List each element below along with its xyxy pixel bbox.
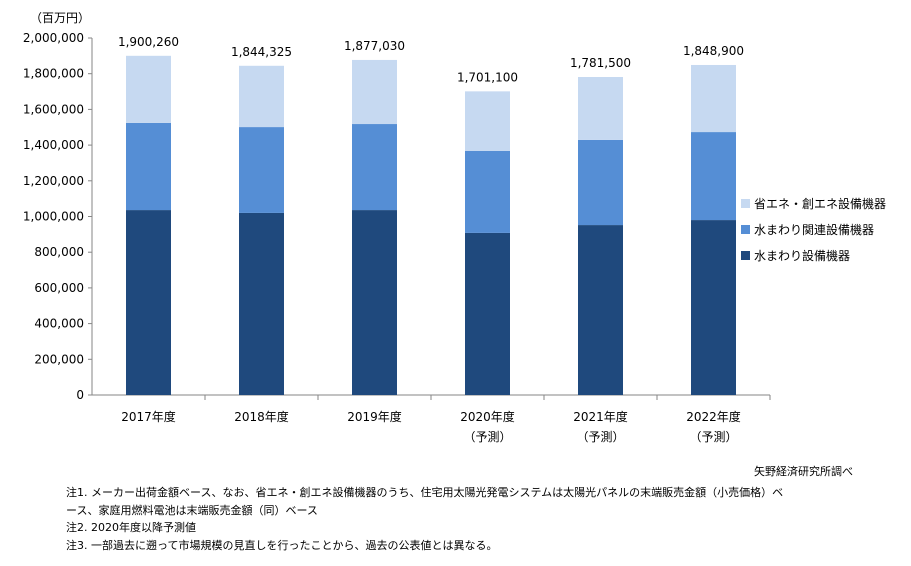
bar-segment (691, 132, 736, 221)
y-tick-label: 1,200,000 (23, 174, 84, 188)
note-2: 注2. 2020年度以降予測値 (66, 521, 196, 534)
legend-swatch (741, 225, 750, 234)
bar-segment (126, 55, 171, 123)
legend-label: 水まわり設備機器 (754, 248, 850, 263)
bar-segment (352, 124, 397, 211)
y-tick-label: 600,000 (34, 281, 84, 295)
legend-label: 省エネ・創エネ設備機器 (754, 196, 886, 211)
total-label: 1,900,260 (118, 35, 179, 49)
x-tick-label: 2017年度 (121, 409, 176, 424)
bar-segment (578, 225, 623, 395)
legend-label: 水まわり関連設備機器 (754, 222, 874, 237)
bar-segment (239, 127, 284, 213)
y-tick-label: 1,000,000 (23, 210, 84, 224)
bar-segment (465, 150, 510, 233)
bar-segment (239, 65, 284, 128)
x-tick-label: 2021年度 (573, 409, 628, 424)
notes: 注1. メーカー出荷金額ベース、なお、省エネ・創エネ設備機器のうち、住宅用太陽光… (66, 484, 786, 554)
legend-swatch (741, 251, 750, 260)
x-tick-label: 2020年度 (460, 409, 515, 424)
bar-segment (465, 91, 510, 151)
bar-segment (578, 139, 623, 226)
y-tick-label: 2,000,000 (23, 31, 84, 45)
x-tick-sublabel: （予測） (576, 430, 624, 444)
total-label: 1,781,500 (570, 56, 631, 70)
bar-segment (691, 220, 736, 395)
bar-segment (465, 232, 510, 395)
x-tick-label: 2022年度 (686, 409, 741, 424)
y-tick-label: 1,400,000 (23, 138, 84, 152)
bar-segment (578, 77, 623, 140)
x-tick-label: 2019年度 (347, 409, 402, 424)
y-tick-label: 400,000 (34, 317, 84, 331)
source-credit: 矢野経済研究所調べ (754, 465, 853, 478)
x-tick-sublabel: （予測） (689, 430, 737, 444)
total-label: 1,844,325 (231, 45, 292, 59)
bar-segment (691, 64, 736, 133)
bar-segment (239, 212, 284, 395)
stacked-bar-chart: （百万円） 0 200,000 400,000 600,000 800,000 1,000… (23, 11, 886, 444)
y-tick-label: 1,600,000 (23, 102, 84, 116)
bar-segment (126, 122, 171, 211)
x-tick-sublabel: （予測） (463, 430, 511, 444)
y-unit-label: （百万円） (30, 11, 90, 25)
y-tick-label: 200,000 (34, 352, 84, 366)
legend-swatch (741, 199, 750, 208)
note-3: 注3. 一部過去に遡って市場規模の見直しを行ったことから、過去の公表値とは異なる… (66, 538, 498, 552)
bar-segment (126, 210, 171, 395)
total-label: 1,701,100 (457, 70, 518, 84)
x-tick-label: 2018年度 (234, 409, 289, 424)
bar-segment (352, 59, 397, 125)
y-tick-label: 1,800,000 (23, 67, 84, 81)
y-tick-label: 800,000 (34, 245, 84, 259)
total-label: 1,848,900 (683, 44, 744, 58)
note-1: 注1. メーカー出荷金額ベース、なお、省エネ・創エネ設備機器のうち、住宅用太陽光… (66, 486, 784, 517)
total-label: 1,877,030 (344, 39, 405, 53)
y-tick-label: 0 (76, 388, 84, 402)
bar-segment (352, 210, 397, 395)
